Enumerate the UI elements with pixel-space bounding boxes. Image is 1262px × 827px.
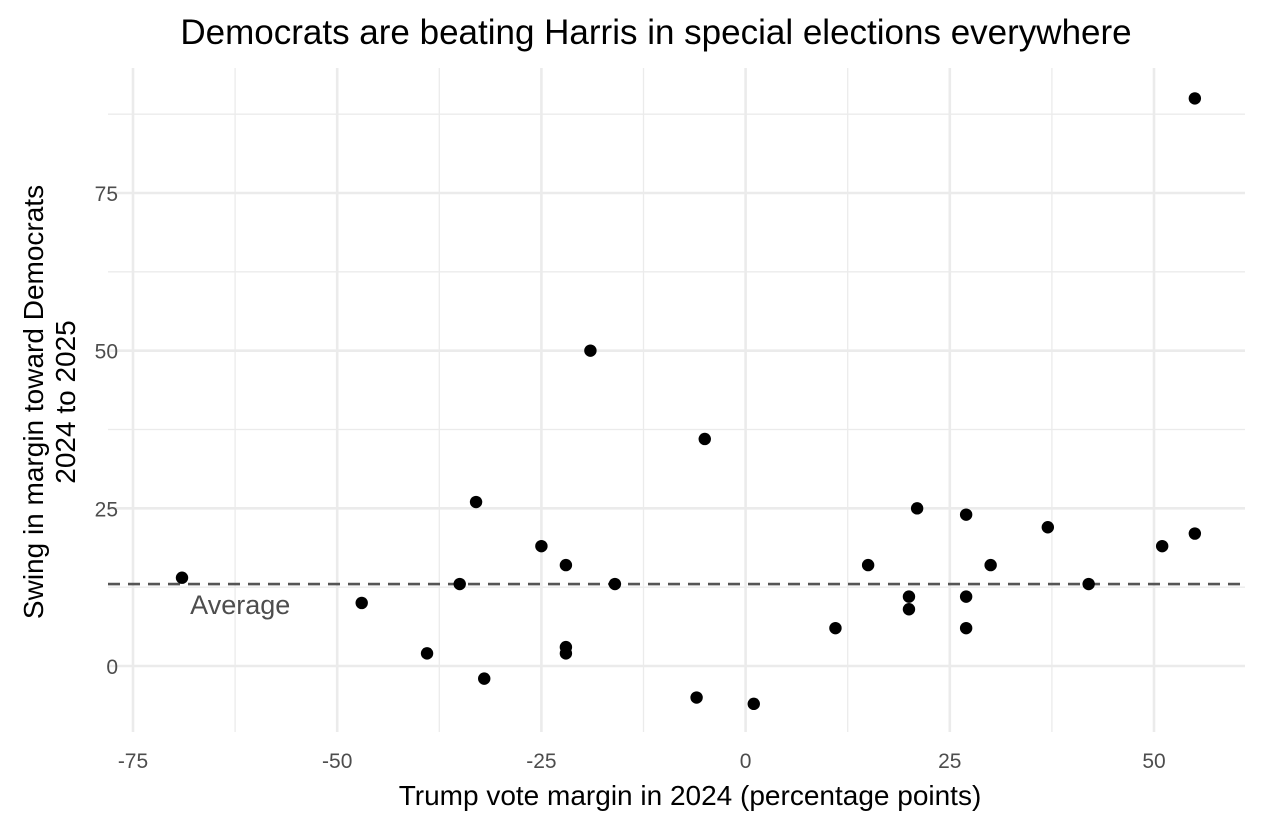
- y-tick-label: 50: [95, 341, 118, 364]
- data-point: [420, 647, 434, 660]
- y-axis-ticks: 0 25 50 75: [95, 183, 118, 679]
- data-point: [559, 647, 573, 660]
- data-point: [959, 590, 973, 603]
- data-point: [984, 558, 997, 572]
- grid-lines: [108, 68, 1245, 732]
- data-point: [959, 621, 973, 635]
- data-point: [478, 672, 491, 685]
- data-point: [175, 571, 189, 584]
- data-point: [1155, 539, 1169, 553]
- y-axis-title-line-2: 2024 to 2025: [50, 320, 81, 484]
- y-tick-label: 0: [106, 656, 118, 679]
- x-tick-label: 50: [1142, 750, 1165, 773]
- data-point: [608, 577, 622, 591]
- data-point: [535, 539, 548, 553]
- data-point: [1188, 527, 1202, 540]
- data-point: [910, 502, 924, 515]
- x-axis-title: Trump vote margin in 2024 (percentage po…: [399, 780, 982, 811]
- data-point: [469, 495, 483, 509]
- x-tick-label: -50: [322, 750, 352, 773]
- y-axis-title-line-1: Swing in margin toward Democrats: [18, 185, 49, 619]
- data-point: [959, 508, 973, 521]
- average-label: Average: [190, 590, 290, 620]
- data-point: [690, 691, 703, 704]
- data-point: [1082, 577, 1095, 591]
- data-point: [861, 558, 875, 572]
- data-point: [902, 603, 916, 616]
- x-tick-label: -25: [526, 750, 556, 773]
- x-tick-label: -75: [118, 750, 148, 773]
- data-point: [453, 577, 466, 591]
- data-point: [698, 432, 711, 446]
- y-axis-title: Swing in margin toward Democrats 2024 to…: [18, 185, 81, 619]
- data-point: [584, 344, 597, 357]
- data-point: [1188, 92, 1202, 105]
- data-point: [747, 697, 760, 711]
- y-tick-label: 25: [95, 498, 118, 521]
- data-point: [829, 621, 842, 635]
- data-point: [559, 558, 573, 572]
- x-tick-label: 25: [938, 750, 961, 773]
- data-points: [175, 92, 1202, 711]
- data-point: [1041, 521, 1055, 534]
- y-tick-label: 75: [95, 183, 118, 206]
- data-point: [355, 596, 368, 610]
- x-axis-ticks: -75 -50 -25 0 25 50: [118, 750, 1166, 773]
- x-tick-label: 0: [740, 750, 752, 773]
- data-point: [902, 590, 916, 603]
- chart-title: Democrats are beating Harris in special …: [180, 13, 1131, 52]
